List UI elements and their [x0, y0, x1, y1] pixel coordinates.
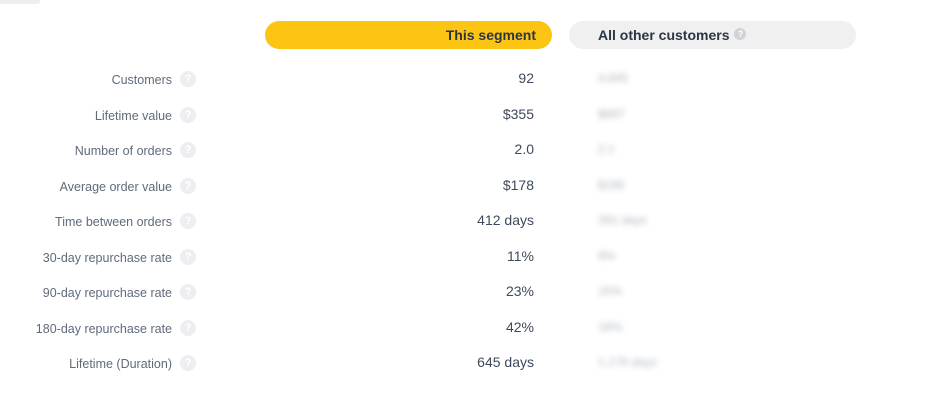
metric-label: 30-day repurchase rate: [42, 250, 172, 265]
help-icon[interactable]: ?: [180, 71, 196, 87]
help-icon[interactable]: ?: [180, 248, 196, 265]
segment-value: 2.0: [514, 141, 534, 157]
other-value-blurred: 391 days: [598, 213, 647, 227]
metric-label: Number of orders: [74, 144, 172, 158]
all-other-customers-label: All other customers: [598, 27, 730, 43]
other-value-blurred: $687: [598, 106, 625, 121]
metric-row-customers: Customers ? 92 4,845: [0, 61, 938, 97]
metric-row-average-order-value: Average order value ? $178 $185: [0, 168, 938, 204]
other-value-blurred: $185: [598, 177, 625, 192]
segment-value: 23%: [505, 283, 534, 299]
help-icon[interactable]: ?: [180, 142, 196, 158]
metric-row-180-day-repurchase-rate: 180-day repurchase rate ? 42% 18%: [0, 310, 938, 346]
metric-label: 90-day repurchase rate: [42, 286, 172, 300]
help-icon[interactable]: ?: [180, 213, 196, 229]
other-value-blurred: 4,845: [598, 71, 629, 85]
other-value-blurred: 1,176 days: [598, 355, 657, 369]
metrics-table: Customers ? 92 4,845 Lifetime value ? $3…: [0, 61, 938, 381]
metric-row-90-day-repurchase-rate: 90-day repurchase rate ? 23% 15%: [0, 274, 938, 310]
metric-label: Average order value: [59, 179, 172, 194]
metric-label: 180-day repurchase rate: [35, 321, 172, 336]
segment-value: 645 days: [477, 354, 534, 370]
metric-row-lifetime-duration: Lifetime (Duration) ? 645 days 1,176 day…: [0, 345, 938, 381]
metric-label: Time between orders: [55, 215, 172, 229]
segment-value: 412 days: [477, 212, 534, 228]
metric-row-lifetime-value: Lifetime value ? $355 $687: [0, 97, 938, 133]
corner-tab: [0, 0, 40, 4]
metric-label: Customers: [111, 73, 172, 87]
segment-value: 42%: [505, 318, 534, 335]
metric-row-30-day-repurchase-rate: 30-day repurchase rate ? 11% 9%: [0, 239, 938, 275]
help-icon[interactable]: ?: [180, 177, 196, 194]
help-icon[interactable]: ?: [180, 355, 196, 371]
segment-value: 92: [518, 70, 534, 86]
segment-value: $178: [502, 176, 534, 193]
this-segment-label: This segment: [445, 27, 536, 43]
metric-row-time-between-orders: Time between orders ? 412 days 391 days: [0, 203, 938, 239]
other-value-blurred: 18%: [598, 319, 623, 334]
help-icon[interactable]: ?: [180, 284, 196, 300]
this-segment-header: This segment: [265, 21, 552, 49]
segment-value: $355: [502, 105, 534, 122]
segment-value: 11%: [507, 247, 534, 264]
other-value-blurred: 9%: [598, 248, 616, 263]
help-icon[interactable]: ?: [734, 28, 747, 40]
help-icon[interactable]: ?: [180, 319, 196, 336]
other-value-blurred: 15%: [598, 284, 623, 298]
metric-label: Lifetime value: [94, 108, 172, 123]
metric-row-number-of-orders: Number of orders ? 2.0 2.1: [0, 132, 938, 168]
all-other-customers-header: All other customers ?: [569, 21, 856, 49]
other-value-blurred: 2.1: [598, 142, 615, 156]
help-icon[interactable]: ?: [180, 106, 196, 123]
metric-label: Lifetime (Duration): [69, 357, 172, 371]
